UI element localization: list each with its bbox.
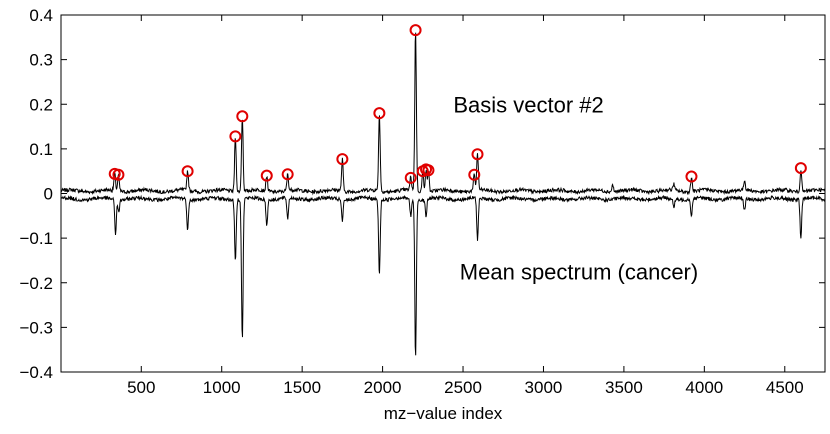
peak-marker (336, 153, 349, 166)
peak-marker (794, 162, 807, 175)
peak-marker (685, 170, 698, 183)
peak-marker (181, 165, 194, 178)
peak-marker (471, 148, 484, 161)
x-tick-label: 1000 (203, 378, 241, 397)
peak-marker (422, 164, 435, 177)
x-tick-label: 500 (127, 378, 155, 397)
peak-marker (260, 169, 273, 182)
x-tick-label: 4000 (685, 378, 723, 397)
x-tick-label: 4500 (766, 378, 804, 397)
peak-marker (112, 168, 125, 181)
marker-layer (108, 24, 807, 184)
peak-marker (229, 130, 242, 143)
y-tick-label: 0.4 (29, 6, 53, 25)
annotation-basis-vector: Basis vector #2 (453, 92, 603, 117)
x-tick-label: 2000 (364, 378, 402, 397)
peak-marker (468, 168, 481, 181)
series-line-mean-spectrum (60, 194, 826, 356)
peak-marker (409, 24, 422, 37)
y-tick-label: −0.2 (19, 274, 53, 293)
series-line-basis-vector (60, 32, 826, 196)
peak-marker (281, 168, 294, 181)
plot-frame (60, 14, 826, 373)
x-tick-labels: 500 1000 1500 2000 2500 3000 3500 4000 4500 (127, 378, 804, 397)
peak-marker (236, 110, 249, 123)
x-tick-label: 3500 (605, 378, 643, 397)
y-tick-labels: −0.4 −0.3 −0.2 −0.1 0 0.1 0.2 0.3 0.4 (19, 6, 53, 382)
y-tick-label: −0.3 (19, 318, 53, 337)
y-tick-label: 0.3 (29, 51, 53, 70)
peak-marker (404, 171, 417, 184)
series-layer (60, 32, 826, 356)
y-tick-label: 0 (44, 185, 53, 204)
y-tick-label: −0.4 (19, 363, 53, 382)
x-tick-label: 3000 (525, 378, 563, 397)
peak-marker (373, 107, 386, 120)
y-tick-label: 0.2 (29, 95, 53, 114)
ticks-layer (61, 14, 825, 373)
y-tick-label: −0.1 (19, 229, 53, 248)
x-tick-label: 2500 (444, 378, 482, 397)
x-axis-label: mz−value index (384, 404, 503, 423)
x-tick-label: 1500 (283, 378, 321, 397)
annotation-mean-spectrum: Mean spectrum (cancer) (460, 260, 698, 285)
y-tick-label: 0.1 (29, 140, 53, 159)
